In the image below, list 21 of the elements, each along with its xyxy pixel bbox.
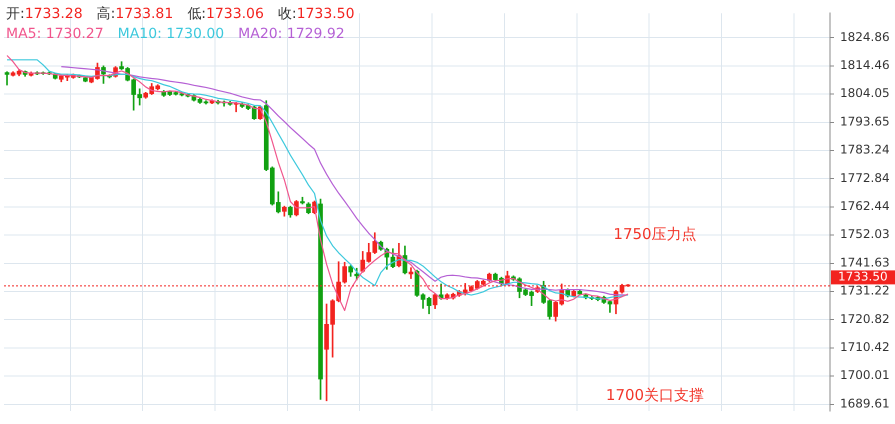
y-tick-label: 1804.05 xyxy=(840,86,890,100)
annotation: 1700关口支撑 xyxy=(604,386,706,405)
y-tick-label: 1710.42 xyxy=(840,340,890,354)
y-tick-label: 1772.84 xyxy=(840,170,890,185)
chart-title: 开:1733.28 高:1733.81 低:1733.06 收:1733.50 xyxy=(6,6,354,22)
ref-line-label: 1733.50 xyxy=(838,269,888,284)
y-tick-label: 1741.63 xyxy=(840,255,890,270)
y-tick-label: 1700.01 xyxy=(840,368,890,382)
y-tick-label: 1783.24 xyxy=(840,142,890,157)
text: MA10: 1730.00 xyxy=(118,26,224,42)
y-tick-label: 1824.86 xyxy=(840,30,890,44)
y-tick-label: 1814.46 xyxy=(840,58,890,72)
series-label: MA5: 1730.27 xyxy=(6,26,104,42)
y-tick-label: 1793.65 xyxy=(840,114,890,128)
y-tick-label: 1689.61 xyxy=(840,396,890,410)
y-tick-label: 1731.22 xyxy=(840,284,890,298)
y-tick-label: 1752.03 xyxy=(840,227,890,242)
y-tick-label: 1720.82 xyxy=(840,312,890,326)
y-tick-label: 1762.44 xyxy=(840,199,890,214)
annotation: 1750压力点 xyxy=(612,225,698,244)
text: MA20: 1729.92 xyxy=(238,26,345,42)
